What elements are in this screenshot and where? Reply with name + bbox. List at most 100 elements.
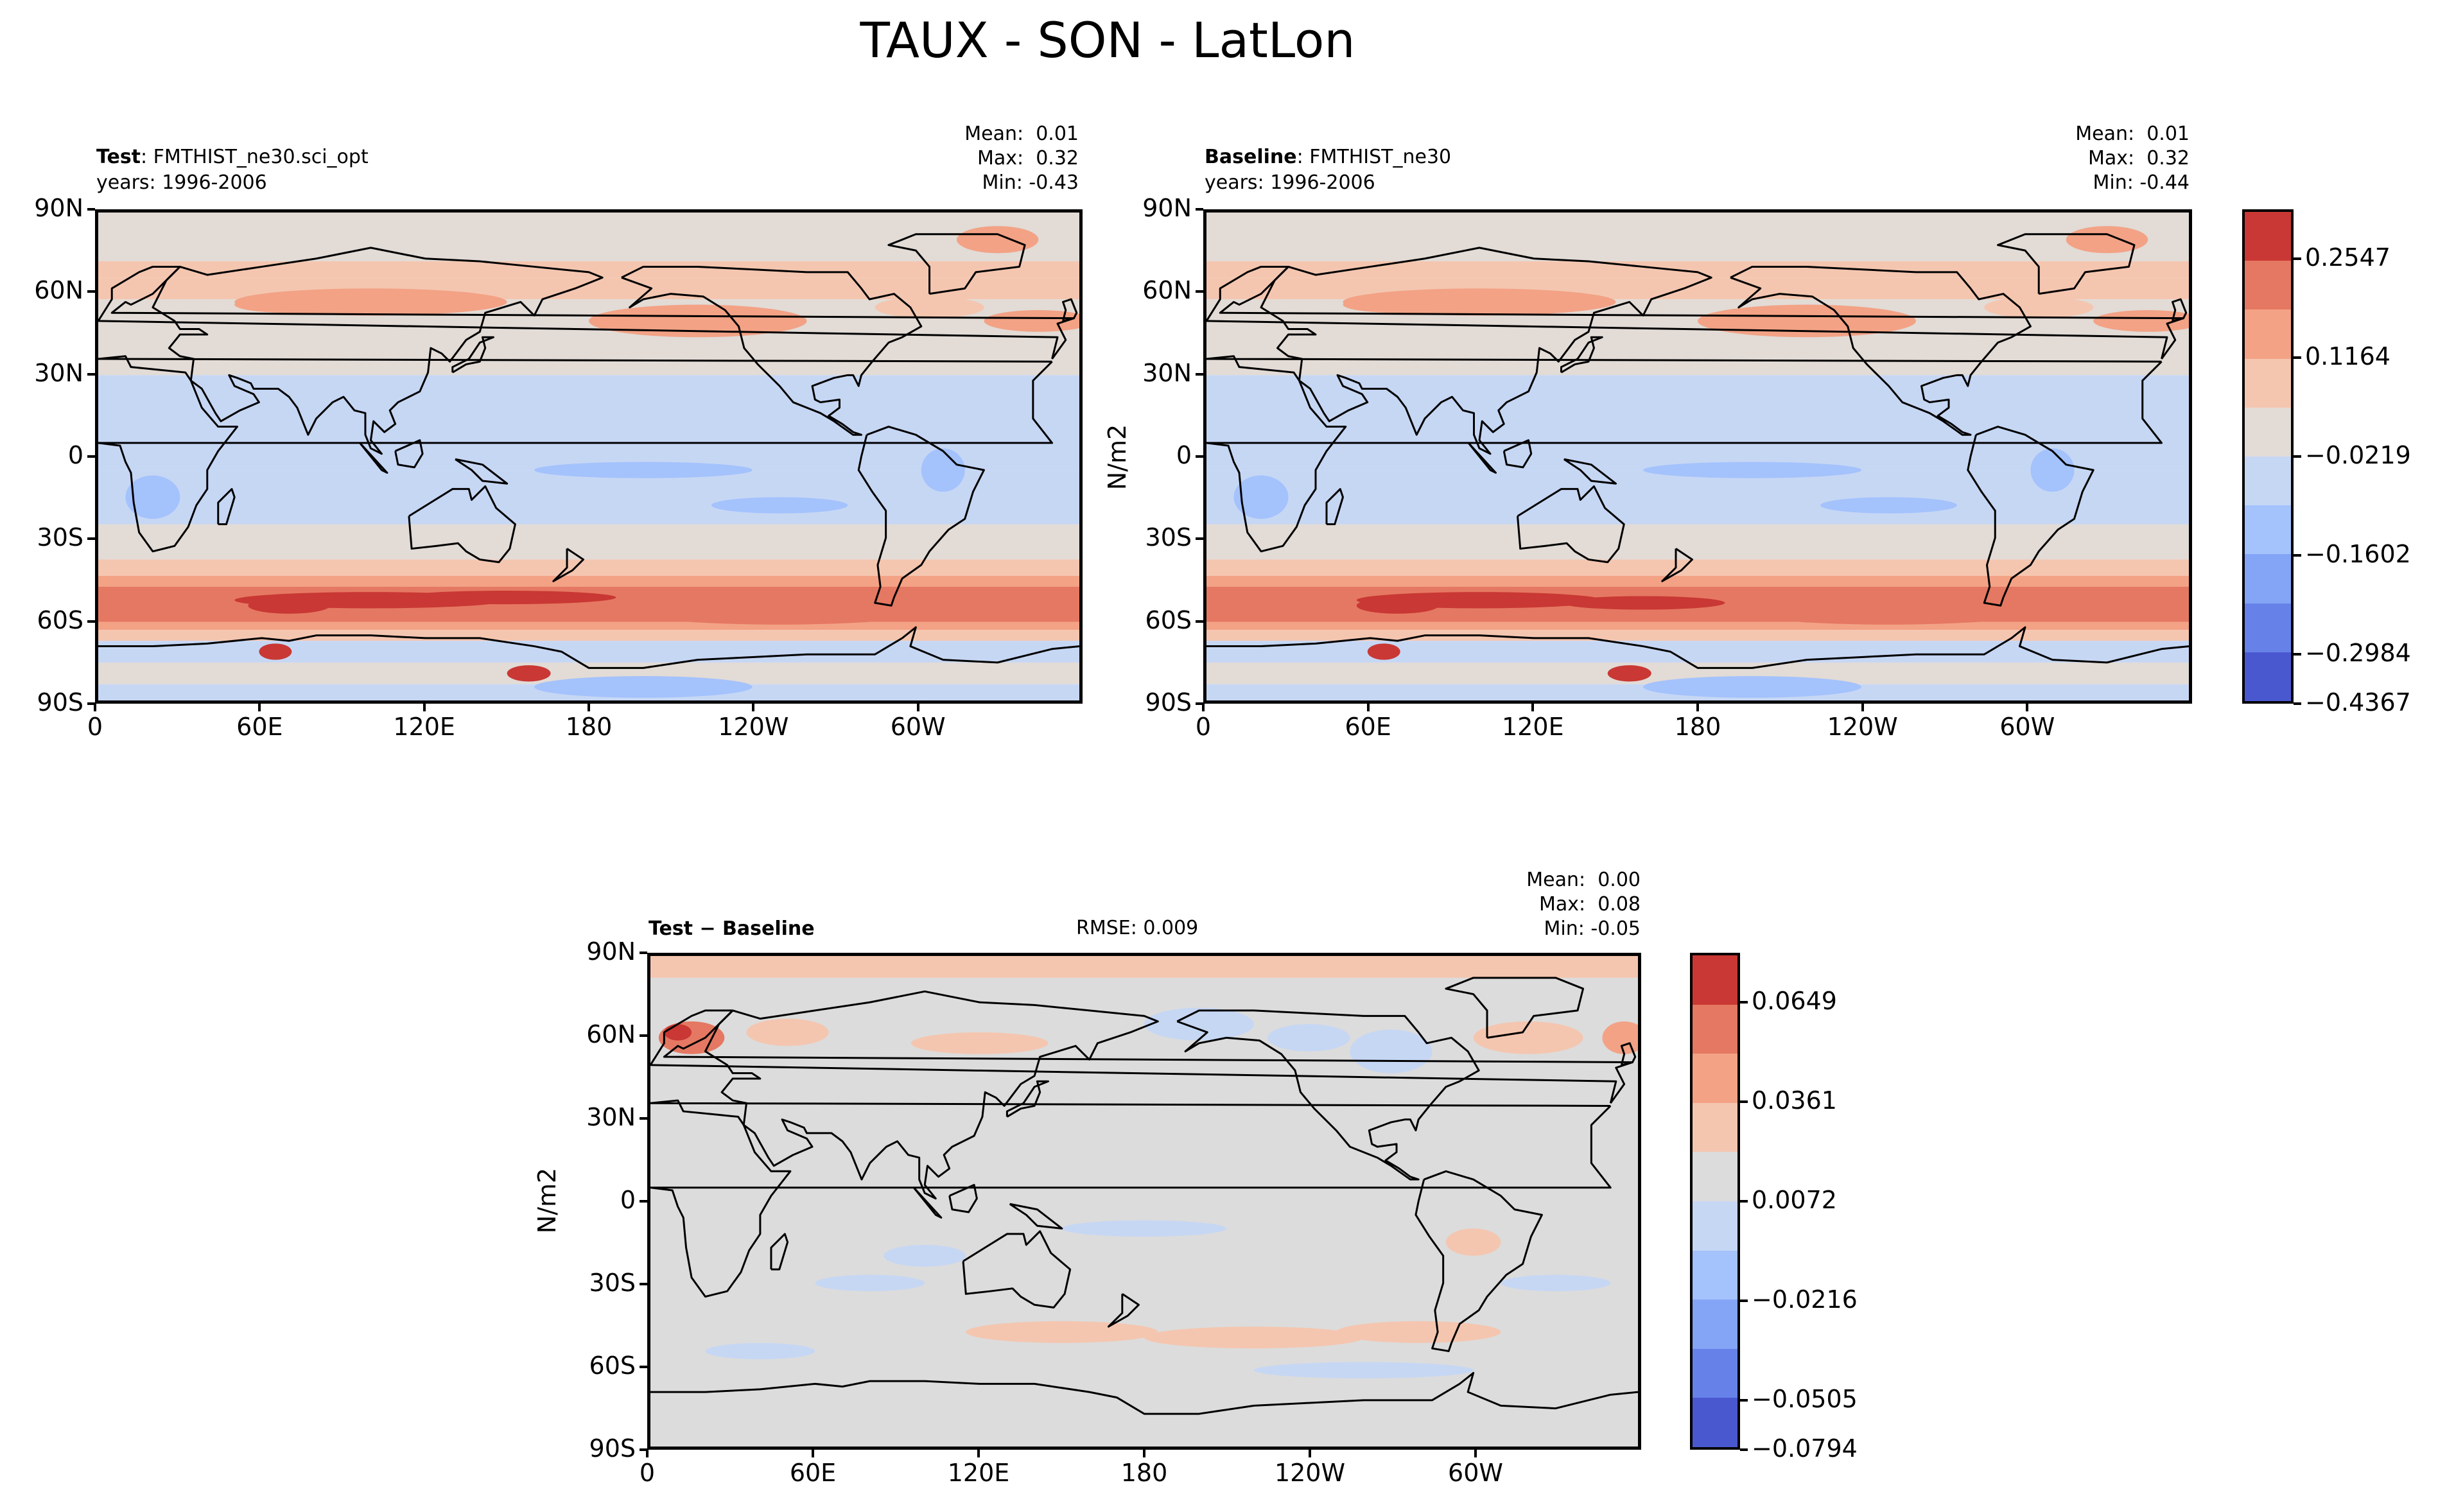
- test-years: years: 1996-2006: [96, 171, 267, 194]
- coastline: [409, 486, 516, 562]
- x-tick-label: 120E: [1502, 713, 1564, 741]
- coastline: [360, 443, 387, 473]
- y-tick-label: 0: [67, 441, 83, 469]
- coastline: [453, 337, 494, 372]
- colorbar-tick-label: −0.4367: [2305, 688, 2411, 717]
- colorbar-segment: [2245, 212, 2291, 261]
- y-tick-label: 90S: [37, 688, 83, 717]
- colorbar-tick-mark: [1740, 1299, 1748, 1302]
- y-tick-mark: [1196, 372, 1203, 376]
- y-tick-mark: [640, 1034, 647, 1037]
- coastline: [553, 549, 584, 582]
- colorbar-tick-mark: [2294, 455, 2301, 458]
- x-tick-mark: [1531, 704, 1535, 711]
- coastline: [98, 627, 1079, 668]
- y-tick-label: 30S: [589, 1269, 636, 1297]
- coastline: [950, 1185, 977, 1212]
- coastline: [396, 440, 422, 467]
- coastline: [889, 234, 1025, 294]
- x-tick-label: 120W: [718, 713, 789, 741]
- colorbar-tick-label: −0.0794: [1752, 1434, 1858, 1463]
- coastline: [705, 991, 1158, 1199]
- colorbar-tick-label: −0.0216: [1752, 1285, 1858, 1314]
- colorbar-tick-label: −0.2984: [2305, 639, 2411, 667]
- colorbar-segment: [2245, 505, 2291, 555]
- y-tick-mark: [1196, 208, 1203, 211]
- colorbar-tick-label: 0.0361: [1752, 1086, 1837, 1115]
- coastline: [1416, 1171, 1542, 1351]
- y-tick-mark: [1196, 290, 1203, 293]
- coastline: [1206, 627, 2189, 668]
- coastline: [771, 1234, 788, 1269]
- x-tick-label: 120W: [1274, 1459, 1346, 1487]
- x-tick-mark: [977, 1450, 980, 1457]
- diff-colorbar: [1690, 953, 1740, 1450]
- y-tick-label: 60N: [586, 1020, 636, 1048]
- x-tick-mark: [812, 1450, 814, 1457]
- coastline: [98, 356, 1052, 552]
- baseline-years: years: 1996-2006: [1205, 171, 1375, 194]
- colorbar-tick-label: 0.2547: [2305, 243, 2390, 272]
- test-stats: Mean: 0.01 Max: 0.32 Min: -0.43: [964, 123, 1079, 194]
- colorbar-segment: [1693, 1102, 1737, 1152]
- diff-rmse: RMSE: 0.009: [1076, 917, 1199, 939]
- map-field-svg: [98, 213, 1079, 700]
- coastline: [1998, 234, 2135, 294]
- x-tick-mark: [588, 704, 590, 711]
- colorbar-tick-mark: [2294, 653, 2301, 656]
- x-tick-label: 60E: [1345, 713, 1391, 741]
- main-colorbar: [2242, 209, 2294, 704]
- x-tick-label: 120E: [947, 1459, 1010, 1487]
- x-tick-mark: [916, 704, 919, 711]
- colorbar-segment: [1693, 1004, 1737, 1054]
- y-tick-label: 60N: [1142, 276, 1192, 305]
- coastline: [1108, 1294, 1138, 1326]
- coastline: [1504, 440, 1531, 467]
- y-tick-mark: [1196, 455, 1203, 458]
- y-tick-mark: [1196, 702, 1203, 705]
- coastline: [650, 1100, 1610, 1297]
- y-tick-label: 90N: [1142, 194, 1192, 222]
- y-tick-label: 30N: [34, 358, 83, 387]
- x-tick-mark: [94, 704, 96, 711]
- baseline-map: [1203, 209, 2192, 704]
- y-tick-label: 60S: [589, 1351, 636, 1380]
- colorbar-segment: [1693, 955, 1737, 1005]
- y-tick-mark: [87, 208, 95, 211]
- x-tick-mark: [1474, 1450, 1477, 1457]
- x-tick-mark: [752, 704, 755, 711]
- y-tick-label: 60N: [34, 276, 83, 305]
- coastline: [963, 1231, 1070, 1308]
- x-tick-mark: [1696, 704, 1699, 711]
- colorbar-segment: [2245, 652, 2291, 701]
- diff-y-title: N/m2: [533, 1167, 561, 1234]
- map-field-svg: [650, 956, 1638, 1447]
- y-tick-label: 30N: [1142, 358, 1192, 387]
- coastline: [1562, 337, 1603, 372]
- y-tick-label: 30N: [586, 1103, 636, 1131]
- coastline: [1206, 356, 2162, 552]
- colorbar-segment: [1693, 1398, 1737, 1447]
- y-tick-mark: [640, 1283, 647, 1285]
- test-map: [95, 209, 1083, 704]
- y-tick-label: 0: [620, 1186, 636, 1214]
- colorbar-segment: [2245, 309, 2291, 359]
- x-tick-label: 60W: [890, 713, 946, 741]
- y-tick-mark: [87, 702, 95, 705]
- x-tick-label: 180: [1674, 713, 1721, 741]
- y-tick-mark: [640, 1117, 647, 1120]
- diff-map: [647, 953, 1641, 1450]
- colorbar-segment: [1693, 1054, 1737, 1103]
- coastline: [1010, 1204, 1062, 1228]
- coastline: [1730, 266, 2031, 435]
- y-tick-label: 30S: [37, 523, 83, 552]
- y-tick-label: 60S: [37, 605, 83, 634]
- colorbar-tick-mark: [2294, 554, 2301, 557]
- baseline-stats: Mean: 0.01 Max: 0.32 Min: -0.44: [2075, 123, 2190, 194]
- coastline: [858, 427, 984, 606]
- colorbar-tick-label: 0.0072: [1752, 1186, 1837, 1214]
- y-tick-mark: [87, 290, 95, 293]
- y-tick-label: 30S: [1145, 523, 1192, 552]
- y-tick-label: 60S: [1145, 605, 1192, 634]
- coastline: [650, 1373, 1638, 1414]
